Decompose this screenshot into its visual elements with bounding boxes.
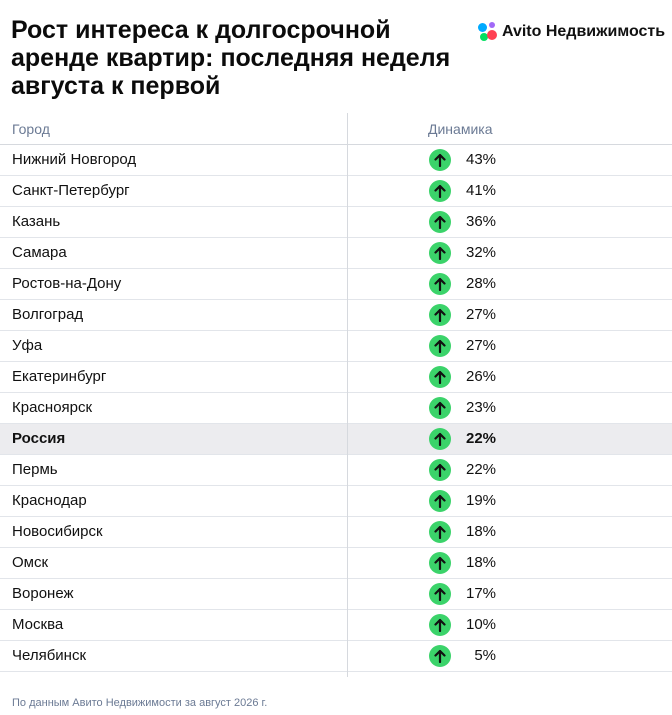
table-row: Нижний Новгород 43% <box>0 145 672 176</box>
arrow-up-icon <box>429 366 451 388</box>
city-name: Воронеж <box>12 585 74 602</box>
table-row: Воронеж 17% <box>0 579 672 610</box>
brand-logo: Avito Недвижимость <box>478 22 665 42</box>
dynamics-value: 18% <box>466 554 497 571</box>
arrow-up-icon <box>429 459 451 481</box>
arrow-up-icon <box>429 428 451 450</box>
table-row: Самара 32% <box>0 238 672 269</box>
table-row: Краснодар 19% <box>0 486 672 517</box>
city-name: Москва <box>12 616 64 633</box>
dynamics-value: 17% <box>466 585 497 602</box>
arrow-up-icon <box>429 335 451 357</box>
table-row: Пермь 22% <box>0 455 672 486</box>
dynamics-value: 28% <box>466 275 497 292</box>
table-row: Красноярск 23% <box>0 393 672 424</box>
table-row: Екатеринбург 26% <box>0 362 672 393</box>
arrow-up-icon <box>429 552 451 574</box>
arrow-up-icon <box>429 211 451 233</box>
city-name: Уфа <box>12 337 43 354</box>
column-divider <box>347 113 348 677</box>
dynamics-value: 32% <box>466 244 497 261</box>
table-row: Казань 36% <box>0 207 672 238</box>
city-name: Екатеринбург <box>12 368 107 385</box>
data-table: Город Динамика Нижний Новгород 43% Санкт-П… <box>0 113 672 672</box>
table-body: Нижний Новгород 43% Санкт-Петербург 41% Каза… <box>0 145 672 672</box>
column-header-city: Город <box>12 121 50 137</box>
arrow-up-icon <box>429 583 451 605</box>
chart-title: Рост интереса к долгосрочной аренде квар… <box>11 16 451 100</box>
city-name: Омск <box>12 554 49 571</box>
dynamics-value: 23% <box>466 399 497 416</box>
arrow-up-icon <box>429 242 451 264</box>
dynamics-value: 27% <box>466 306 497 323</box>
table-row: Ростов-на-Дону 28% <box>0 269 672 300</box>
dynamics-value: 5% <box>474 647 496 664</box>
city-name: Красноярск <box>12 399 93 416</box>
arrow-up-icon <box>429 304 451 326</box>
table-row: Омск 18% <box>0 548 672 579</box>
dynamics-value: 26% <box>466 368 497 385</box>
table-row: Новосибирск 18% <box>0 517 672 548</box>
arrow-up-icon <box>429 645 451 667</box>
table-row-highlight: Россия 22% <box>0 424 672 455</box>
city-name: Самара <box>12 244 67 261</box>
city-name: Санкт-Петербург <box>12 182 130 199</box>
avito-logo-icon <box>478 22 498 42</box>
table-row: Москва 10% <box>0 610 672 641</box>
city-name: Пермь <box>12 461 58 478</box>
arrow-up-icon <box>429 273 451 295</box>
dynamics-value: 27% <box>466 337 497 354</box>
table-row: Волгоград 27% <box>0 300 672 331</box>
table-row: Челябинск 5% <box>0 641 672 672</box>
city-name: Нижний Новгород <box>12 151 137 168</box>
arrow-up-icon <box>429 180 451 202</box>
city-name: Ростов-на-Дону <box>12 275 122 292</box>
city-name: Новосибирск <box>12 523 103 540</box>
city-name: Казань <box>12 213 61 230</box>
arrow-up-icon <box>429 490 451 512</box>
dynamics-value: 19% <box>466 492 497 509</box>
arrow-up-icon <box>429 521 451 543</box>
city-name: Краснодар <box>12 492 87 509</box>
city-name: Челябинск <box>12 647 87 664</box>
column-header-dynamics: Динамика <box>428 121 493 137</box>
dynamics-value: 22% <box>466 461 497 478</box>
logo-text: Avito Недвижимость <box>502 23 666 40</box>
dynamics-value: 36% <box>466 213 497 230</box>
arrow-up-icon <box>429 397 451 419</box>
city-name: Россия <box>12 430 66 447</box>
footnote: По данным Авито Недвижимости за август 2… <box>12 697 268 709</box>
dynamics-value: 41% <box>466 182 497 199</box>
city-name: Волгоград <box>12 306 84 323</box>
dynamics-value: 10% <box>466 616 497 633</box>
table-header: Город Динамика <box>0 113 672 145</box>
dynamics-value: 18% <box>466 523 497 540</box>
arrow-up-icon <box>429 614 451 636</box>
table-row: Санкт-Петербург 41% <box>0 176 672 207</box>
table-row: Уфа 27% <box>0 331 672 362</box>
arrow-up-icon <box>429 149 451 171</box>
dynamics-value: 43% <box>466 151 497 168</box>
dynamics-value: 22% <box>466 430 497 447</box>
